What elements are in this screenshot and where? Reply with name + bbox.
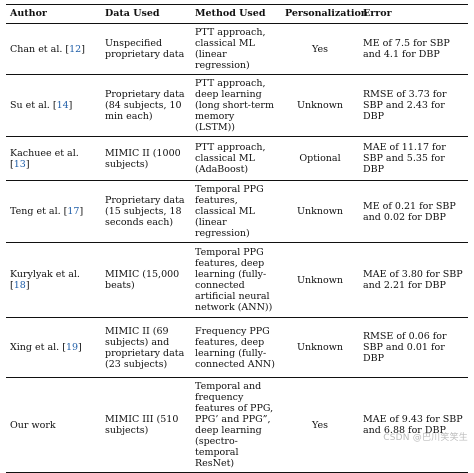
table-row: Kurylyak et al. [18] MIMIC (15,000 beats… bbox=[6, 243, 468, 318]
author-cell: Xing et al. [19] bbox=[10, 342, 82, 353]
table-row: Our work MIMIC III (510 subjects) Tempor… bbox=[6, 378, 468, 473]
author-cell: Teng et al. [17] bbox=[10, 206, 84, 217]
citation-link[interactable]: 19 bbox=[65, 342, 79, 353]
author-name: Teng et al. bbox=[10, 206, 61, 217]
citation-link[interactable]: 14 bbox=[56, 100, 69, 111]
citation-link[interactable]: 12 bbox=[69, 43, 82, 55]
citation-link[interactable]: 13 bbox=[13, 158, 26, 170]
data-used-cell: MIMIC III (510 subjects) bbox=[105, 414, 179, 436]
error-cell: RMSE of 0.06 for SBP and 0.01 for DBP bbox=[363, 331, 447, 364]
author-name: Su et al. bbox=[10, 100, 50, 111]
error-cell: ME of 7.5 for SBP and 4.1 for DBP bbox=[363, 38, 450, 60]
personalization-cell: Unknown bbox=[297, 342, 343, 353]
method-cell: Frequency PPG features, deep learning (f… bbox=[195, 325, 275, 370]
error-cell: ME of 0.21 for SBP and 0.02 for DBP bbox=[363, 200, 456, 223]
author-name: Chan et al. bbox=[10, 43, 63, 55]
table-row: Chan et al. [12] Unspecified proprietary… bbox=[6, 24, 468, 75]
citation-link[interactable]: 18 bbox=[13, 280, 26, 291]
personalization-cell: Unknown bbox=[297, 274, 343, 286]
data-used-cell: MIMIC II (69 subjects) and proprietary d… bbox=[105, 325, 185, 370]
author-cell: Our work bbox=[10, 419, 56, 431]
method-cell: Temporal PPG features, deep learning (fu… bbox=[195, 247, 273, 313]
header-personalization: Personalization bbox=[285, 7, 368, 19]
author-name: Kurylyak et al. bbox=[10, 269, 80, 280]
personalization-cell: Optional bbox=[299, 153, 341, 164]
header-error: Error bbox=[363, 7, 392, 19]
header-row: Author Data Used Method Used Personaliza… bbox=[6, 4, 468, 24]
personalization-cell: Yes bbox=[312, 419, 328, 431]
author-name: Xing et al. bbox=[10, 342, 60, 353]
data-used-cell: MIMIC (15,000 beats) bbox=[105, 269, 180, 291]
table-row: Xing et al. [19] MIMIC II (69 subjects) … bbox=[6, 318, 468, 378]
personalization-cell: Unknown bbox=[297, 206, 343, 217]
comparison-table: Author Data Used Method Used Personaliza… bbox=[6, 4, 468, 473]
data-used-cell: Unspecified proprietary data bbox=[105, 38, 185, 60]
personalization-cell: Yes bbox=[312, 43, 328, 55]
error-cell: RMSE of 3.73 for SBP and 2.43 for DBP bbox=[363, 89, 447, 122]
table-row: Kachuee et al. [13] MIMIC II (1000 subje… bbox=[6, 137, 468, 181]
table-body: Chan et al. [12] Unspecified proprietary… bbox=[6, 24, 468, 473]
error-cell: MAE of 3.80 for SBP and 2.21 for DBP bbox=[363, 269, 463, 291]
method-cell: Temporal and frequency features of PPG, … bbox=[195, 381, 274, 469]
method-cell: PTT approach, classical ML (AdaBoost) bbox=[195, 142, 266, 175]
watermark: CSDN @巴川笑笑生 bbox=[383, 433, 468, 443]
data-used-cell: Proprietary data (15 subjects, 18 second… bbox=[105, 195, 185, 228]
table-header: Author Data Used Method Used Personaliza… bbox=[6, 4, 468, 24]
citation-link[interactable]: 17 bbox=[67, 206, 80, 217]
data-used-cell: Proprietary data (84 subjects, 10 min ea… bbox=[105, 89, 185, 122]
table-row: Su et al. [14] Proprietary data (84 subj… bbox=[6, 75, 468, 137]
method-cell: Temporal PPG features, classical ML (lin… bbox=[195, 184, 264, 239]
error-cell: MAE of 9.43 for SBP and 6.88 for DBP bbox=[363, 414, 463, 436]
error-cell: MAE of 11.17 for SBP and 5.35 for DBP bbox=[363, 142, 446, 175]
author-cell: Kachuee et al. [13] bbox=[10, 147, 79, 170]
header-data-used: Data Used bbox=[105, 7, 160, 19]
author-cell: Chan et al. [12] bbox=[10, 43, 85, 55]
author-cell: Su et al. [14] bbox=[10, 100, 73, 111]
header-method-used: Method Used bbox=[195, 7, 266, 19]
author-cell: Kurylyak et al. [18] bbox=[10, 269, 80, 291]
author-name: Kachuee et al. bbox=[10, 147, 79, 159]
personalization-cell: Unknown bbox=[297, 100, 343, 111]
table-row: Teng et al. [17] Proprietary data (15 su… bbox=[6, 181, 468, 243]
header-author: Author bbox=[10, 7, 47, 19]
method-cell: PTT approach, deep learning (long short-… bbox=[195, 78, 274, 133]
method-cell: PTT approach, classical ML (linear regre… bbox=[195, 27, 266, 71]
data-used-cell: MIMIC II (1000 subjects) bbox=[105, 147, 181, 170]
